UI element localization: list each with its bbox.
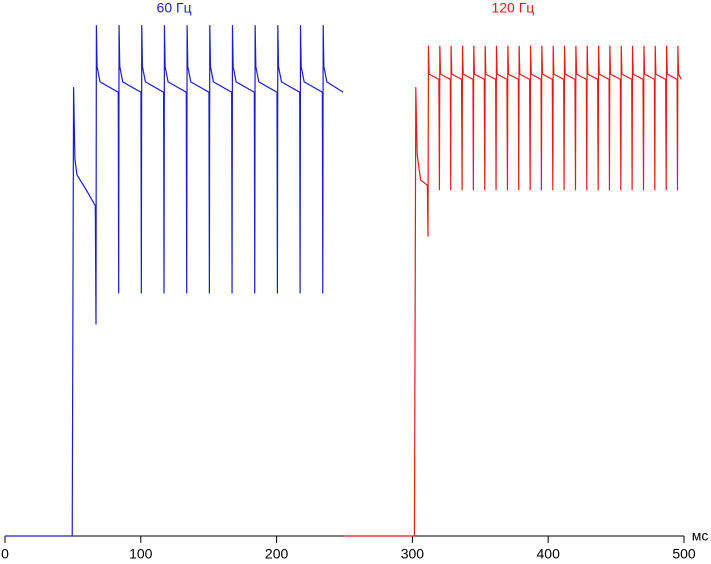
x-tick-label: 100: [129, 546, 153, 562]
x-tick-label: 200: [265, 546, 289, 562]
series-label: 120 Гц: [491, 0, 534, 16]
x-tick-label: 300: [401, 546, 425, 562]
x-tick-label: 500: [672, 546, 696, 562]
series-line: [5, 25, 344, 537]
x-tick-label: 400: [537, 546, 561, 562]
x-axis-label: мс: [692, 528, 709, 544]
series-label: 60 Гц: [157, 0, 192, 16]
x-tick-label: 0: [1, 546, 9, 562]
series-line: [344, 45, 682, 537]
